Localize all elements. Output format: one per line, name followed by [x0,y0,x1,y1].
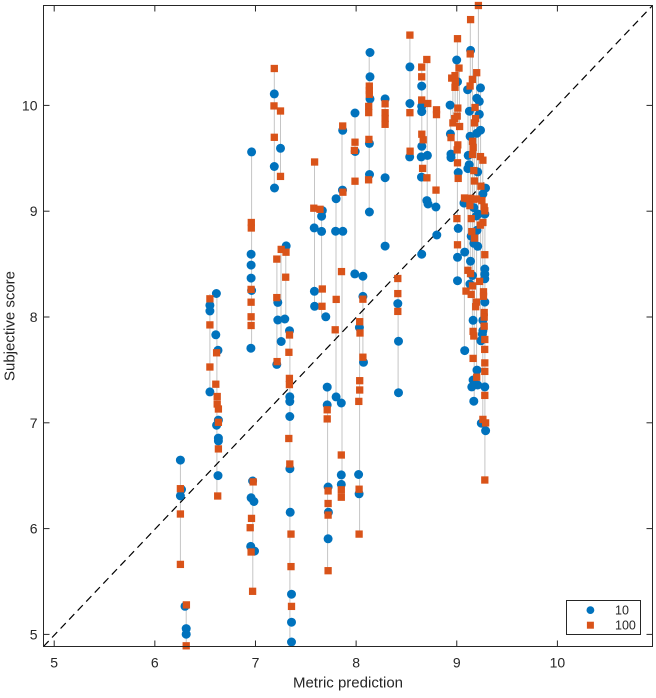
svg-text:100: 100 [615,619,636,633]
svg-text:9: 9 [30,203,38,219]
svg-text:8: 8 [30,309,38,325]
svg-text:7: 7 [30,415,38,431]
svg-text:8: 8 [352,655,360,671]
svg-text:10: 10 [22,97,38,113]
svg-text:7: 7 [252,655,260,671]
svg-text:10: 10 [615,603,629,617]
svg-text:10: 10 [550,655,566,671]
svg-text:Subjective score: Subjective score [2,271,19,381]
svg-text:6: 6 [30,521,38,537]
svg-text:6: 6 [151,655,159,671]
svg-text:5: 5 [50,655,58,671]
svg-text:5: 5 [30,626,38,642]
svg-text:Metric prediction: Metric prediction [293,675,403,692]
svg-text:9: 9 [453,655,461,671]
